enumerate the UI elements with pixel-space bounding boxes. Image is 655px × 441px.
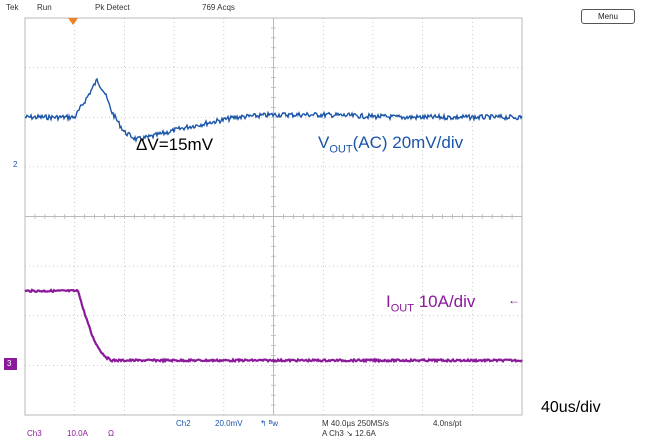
acquisition-count: 769 Acqs xyxy=(202,3,235,12)
vout-trace xyxy=(24,77,523,144)
vout-label-sub: OUT xyxy=(329,143,353,156)
ch3-coupling-icon: Ω xyxy=(108,429,114,438)
vout-label: VOUT(AC) 20mV/div xyxy=(318,133,463,155)
ch3-marker: 3 xyxy=(7,359,12,368)
ch2-bandwidth-icon: ↰ ᴮw xyxy=(260,419,279,428)
timebase-annotation: 40us/div xyxy=(541,399,601,416)
iout-label-main: I xyxy=(386,292,391,311)
delta-v-annotation: ΔV=15mV xyxy=(136,135,214,154)
brand-label: Tek xyxy=(6,3,19,12)
ch2-readout-scale: 20.0mV xyxy=(215,419,243,428)
vout-label-main: V xyxy=(318,133,330,152)
iout-label-rest: 10A/div xyxy=(413,292,476,311)
ch3-readout-scale: 10.0A xyxy=(67,429,88,438)
menu-button[interactable]: Menu xyxy=(581,9,635,24)
ch2-marker: 2 xyxy=(13,160,18,169)
ch3-readout-name: Ch3 xyxy=(27,429,42,438)
acquisition-mode: Pk Detect xyxy=(95,3,130,12)
vout-label-rest: (AC) 20mV/div xyxy=(352,133,464,152)
iout-trace xyxy=(24,288,523,364)
graticule xyxy=(24,17,523,416)
ch3-level-arrow-icon: ← xyxy=(508,293,520,307)
sample-interval-readout: 4.0ns/pt xyxy=(433,419,462,428)
ch2-readout-name: Ch2 xyxy=(176,419,191,428)
ch3-marker-box xyxy=(4,358,17,370)
horizontal-readout: M 40.0µs 250MS/s xyxy=(322,419,389,428)
iout-label: IOUT 10A/div xyxy=(386,292,475,314)
run-state: Run xyxy=(37,3,52,12)
trigger-position-marker xyxy=(68,18,78,25)
trigger-readout: A Ch3 ↘ 12.6A xyxy=(322,429,376,438)
iout-label-sub: OUT xyxy=(390,302,414,315)
